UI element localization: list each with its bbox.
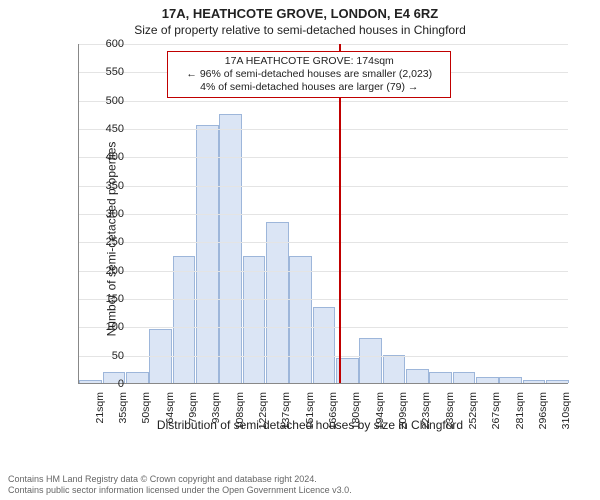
annot-line1: 17A HEATHCOTE GROVE: 174sqm	[174, 55, 444, 68]
ytick-label: 200	[94, 265, 124, 277]
gridline	[79, 157, 568, 158]
gridline	[79, 214, 568, 215]
chart-container: Number of semi-detached properties 17A H…	[40, 44, 580, 434]
bar	[219, 114, 242, 383]
gridline	[79, 129, 568, 130]
ytick-label: 100	[94, 321, 124, 333]
gridline	[79, 299, 568, 300]
ytick-label: 250	[94, 236, 124, 248]
bar	[173, 256, 196, 384]
bar	[476, 377, 499, 383]
ytick-label: 350	[94, 180, 124, 192]
plot-area: 17A HEATHCOTE GROVE: 174sqm ← 96% of sem…	[78, 44, 568, 384]
gridline	[79, 242, 568, 243]
ytick-label: 50	[94, 350, 124, 362]
chart-title: 17A, HEATHCOTE GROVE, LONDON, E4 6RZ	[0, 6, 600, 21]
ytick-label: 300	[94, 208, 124, 220]
footer-line1: Contains HM Land Registry data © Crown c…	[8, 474, 352, 485]
ytick-label: 450	[94, 123, 124, 135]
bar	[289, 256, 312, 384]
gridline	[79, 271, 568, 272]
bar	[359, 338, 382, 383]
bar	[523, 380, 546, 383]
x-axis-label: Distribution of semi-detached houses by …	[40, 418, 580, 432]
gridline	[79, 44, 568, 45]
gridline	[79, 327, 568, 328]
bar	[383, 355, 406, 383]
gridline	[79, 186, 568, 187]
ytick-label: 600	[94, 38, 124, 50]
bar	[406, 369, 429, 383]
bar	[126, 372, 149, 383]
chart-subtitle: Size of property relative to semi-detach…	[0, 23, 600, 37]
ytick-label: 500	[94, 95, 124, 107]
annot-line2: ← 96% of semi-detached houses are smalle…	[174, 68, 444, 81]
bar	[499, 377, 522, 383]
annot-line3: 4% of semi-detached houses are larger (7…	[174, 81, 444, 94]
ytick-label: 550	[94, 66, 124, 78]
ytick-label: 0	[94, 378, 124, 390]
title-block: 17A, HEATHCOTE GROVE, LONDON, E4 6RZ Siz…	[0, 0, 600, 37]
annotation-box: 17A HEATHCOTE GROVE: 174sqm ← 96% of sem…	[167, 51, 451, 98]
gridline	[79, 356, 568, 357]
ytick-label: 400	[94, 151, 124, 163]
bar	[429, 372, 452, 383]
bar	[453, 372, 476, 383]
bar	[243, 256, 266, 384]
bar	[266, 222, 289, 384]
footer-line2: Contains public sector information licen…	[8, 485, 352, 496]
footer: Contains HM Land Registry data © Crown c…	[8, 474, 352, 496]
bar	[196, 125, 219, 383]
gridline	[79, 101, 568, 102]
bar	[546, 380, 569, 383]
bar	[313, 307, 336, 384]
ytick-label: 150	[94, 293, 124, 305]
